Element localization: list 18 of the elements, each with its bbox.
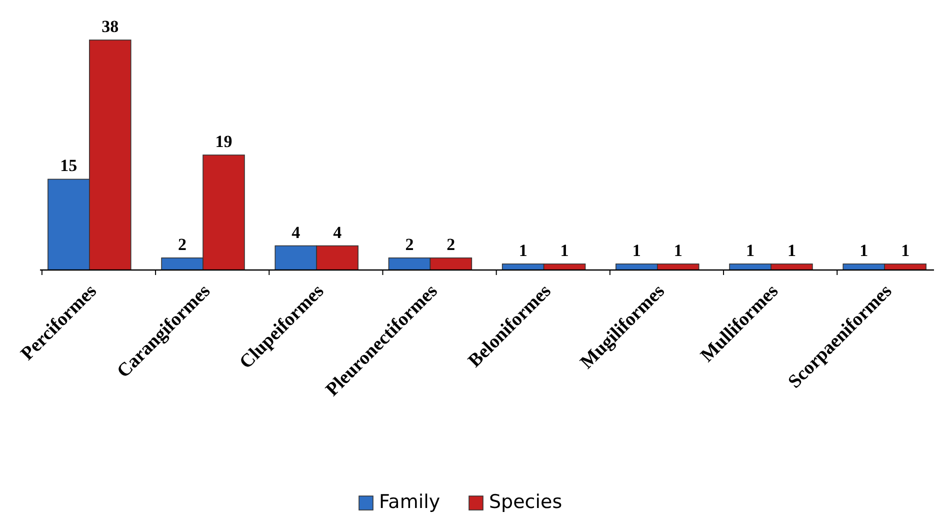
data-label: 2	[405, 234, 414, 254]
data-label: 1	[560, 240, 569, 260]
data-label: 1	[860, 240, 868, 260]
data-label: 2	[446, 234, 456, 254]
data-label: 1	[632, 240, 641, 260]
data-label: 38	[102, 17, 119, 36]
legend-label: Family	[379, 491, 440, 513]
data-label: 1	[674, 240, 682, 260]
data-label: 4	[292, 222, 301, 242]
data-label: 15	[60, 156, 78, 176]
data-label: 19	[215, 132, 232, 151]
data-label: 1	[746, 240, 755, 260]
data-label: 1	[787, 240, 796, 260]
data-label: 1	[518, 240, 528, 260]
data-label: 1	[901, 240, 910, 260]
data-label: 4	[333, 222, 342, 242]
legend-label: Species	[489, 491, 562, 513]
data-label: 2	[178, 234, 187, 254]
